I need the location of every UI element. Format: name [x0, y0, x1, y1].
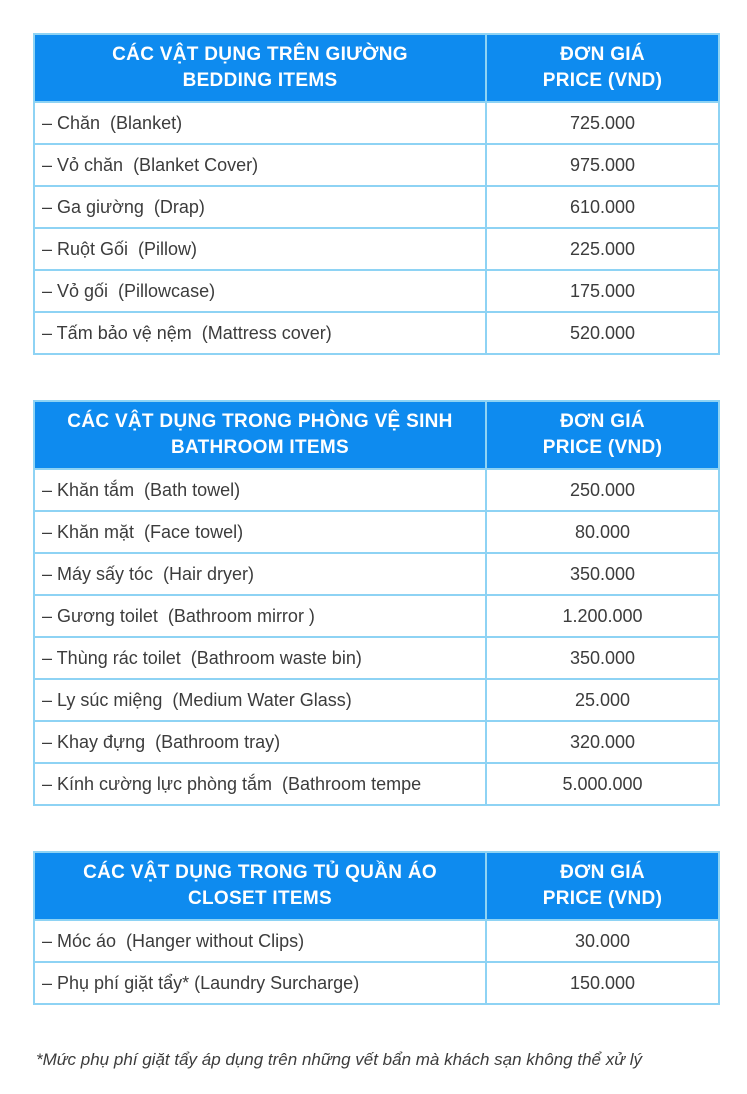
item-cell: – Vỏ gối (Pillowcase): [33, 269, 487, 313]
price-cell: 350.000: [485, 552, 720, 596]
price-cell: 975.000: [485, 143, 720, 187]
item-cell: – Phụ phí giặt tẩy* (Laundry Surcharge): [33, 961, 487, 1005]
price-cell: 80.000: [485, 510, 720, 554]
table-row: – Khăn mặt (Face towel) 80.000: [33, 510, 720, 554]
table-row: – Khay đựng (Bathroom tray) 320.000: [33, 720, 720, 764]
price-cell: 320.000: [485, 720, 720, 764]
table-header-items: CÁC VẬT DỤNG TRONG PHÒNG VỆ SINH BATHROO…: [33, 400, 487, 470]
table-header-items: CÁC VẬT DỤNG TRONG TỦ QUẦN ÁO CLOSET ITE…: [33, 851, 487, 921]
table-header-title-vi: CÁC VẬT DỤNG TRÊN GIƯỜNG: [112, 44, 408, 65]
item-cell: – Ly súc miệng (Medium Water Glass): [33, 678, 487, 722]
price-cell: 350.000: [485, 636, 720, 680]
table-row: – Ga giường (Drap) 610.000: [33, 185, 720, 229]
price-cell: 610.000: [485, 185, 720, 229]
table-row: – Phụ phí giặt tẩy* (Laundry Surcharge) …: [33, 961, 720, 1005]
tables-container: CÁC VẬT DỤNG TRÊN GIƯỜNG BEDDING ITEMS Đ…: [33, 33, 747, 1005]
table-body: – Chăn (Blanket) 725.000 – Vỏ chăn (Blan…: [33, 101, 720, 355]
table-row: – Vỏ gối (Pillowcase) 175.000: [33, 269, 720, 313]
price-cell: 30.000: [485, 919, 720, 963]
table-row: – Máy sấy tóc (Hair dryer) 350.000: [33, 552, 720, 596]
table-header-price-vi: ĐƠN GIÁ: [560, 411, 645, 432]
item-cell: – Kính cường lực phòng tắm (Bathroom tem…: [33, 762, 487, 806]
table-header-price-en: PRICE (VND): [542, 888, 663, 909]
item-cell: – Tấm bảo vệ nệm (Mattress cover): [33, 311, 487, 355]
price-cell: 25.000: [485, 678, 720, 722]
item-cell: – Ruột Gối (Pillow): [33, 227, 487, 271]
table-header-row: CÁC VẬT DỤNG TRONG TỦ QUẦN ÁO CLOSET ITE…: [33, 851, 720, 921]
price-cell: 1.200.000: [485, 594, 720, 638]
item-cell: – Máy sấy tóc (Hair dryer): [33, 552, 487, 596]
price-table: CÁC VẬT DỤNG TRÊN GIƯỜNG BEDDING ITEMS Đ…: [33, 33, 720, 355]
table-row: – Gương toilet (Bathroom mirror ) 1.200.…: [33, 594, 720, 638]
item-cell: – Vỏ chăn (Blanket Cover): [33, 143, 487, 187]
price-cell: 725.000: [485, 101, 720, 145]
table-header-title-en: CLOSET ITEMS: [188, 888, 332, 909]
price-cell: 5.000.000: [485, 762, 720, 806]
item-cell: – Móc áo (Hanger without Clips): [33, 919, 487, 963]
table-header-items: CÁC VẬT DỤNG TRÊN GIƯỜNG BEDDING ITEMS: [33, 33, 487, 103]
table-row: – Chăn (Blanket) 725.000: [33, 101, 720, 145]
table-row: – Kính cường lực phòng tắm (Bathroom tem…: [33, 762, 720, 806]
table-row: – Thùng rác toilet (Bathroom waste bin) …: [33, 636, 720, 680]
price-cell: 225.000: [485, 227, 720, 271]
table-row: – Móc áo (Hanger without Clips) 30.000: [33, 919, 720, 963]
item-cell: – Chăn (Blanket): [33, 101, 487, 145]
table-row: – Tấm bảo vệ nệm (Mattress cover) 520.00…: [33, 311, 720, 355]
item-cell: – Khay đựng (Bathroom tray): [33, 720, 487, 764]
table-header-title-vi: CÁC VẬT DỤNG TRONG TỦ QUẦN ÁO: [83, 862, 437, 883]
item-cell: – Gương toilet (Bathroom mirror ): [33, 594, 487, 638]
table-header-title-vi: CÁC VẬT DỤNG TRONG PHÒNG VỆ SINH: [67, 411, 453, 432]
table-body: – Móc áo (Hanger without Clips) 30.000 –…: [33, 919, 720, 1005]
table-row: – Khăn tắm (Bath towel) 250.000: [33, 468, 720, 512]
price-cell: 175.000: [485, 269, 720, 313]
price-cell: 150.000: [485, 961, 720, 1005]
table-header-price-vi: ĐƠN GIÁ: [560, 44, 645, 65]
price-table: CÁC VẬT DỤNG TRONG PHÒNG VỆ SINH BATHROO…: [33, 400, 720, 806]
item-cell: – Thùng rác toilet (Bathroom waste bin): [33, 636, 487, 680]
table-header-price: ĐƠN GIÁ PRICE (VND): [485, 400, 720, 470]
table-header-title-en: BEDDING ITEMS: [182, 70, 338, 91]
table-row: – Ruột Gối (Pillow) 225.000: [33, 227, 720, 271]
item-cell: – Khăn tắm (Bath towel): [33, 468, 487, 512]
price-list-page: CÁC VẬT DỤNG TRÊN GIƯỜNG BEDDING ITEMS Đ…: [33, 33, 747, 1069]
table-header-price-en: PRICE (VND): [542, 70, 663, 91]
table-header-price-en: PRICE (VND): [542, 437, 663, 458]
price-table: CÁC VẬT DỤNG TRONG TỦ QUẦN ÁO CLOSET ITE…: [33, 851, 720, 1005]
table-header-title-en: BATHROOM ITEMS: [170, 437, 349, 458]
table-header-row: CÁC VẬT DỤNG TRONG PHÒNG VỆ SINH BATHROO…: [33, 400, 720, 470]
price-cell: 520.000: [485, 311, 720, 355]
price-cell: 250.000: [485, 468, 720, 512]
table-header-price: ĐƠN GIÁ PRICE (VND): [485, 851, 720, 921]
table-row: – Ly súc miệng (Medium Water Glass) 25.0…: [33, 678, 720, 722]
item-cell: – Ga giường (Drap): [33, 185, 487, 229]
table-row: – Vỏ chăn (Blanket Cover) 975.000: [33, 143, 720, 187]
table-header-price-vi: ĐƠN GIÁ: [560, 862, 645, 883]
table-body: – Khăn tắm (Bath towel) 250.000 – Khăn m…: [33, 468, 720, 806]
laundry-surcharge-footnote: *Mức phụ phí giặt tẩy áp dụng trên những…: [36, 1050, 642, 1069]
item-cell: – Khăn mặt (Face towel): [33, 510, 487, 554]
table-header-row: CÁC VẬT DỤNG TRÊN GIƯỜNG BEDDING ITEMS Đ…: [33, 33, 720, 103]
table-header-price: ĐƠN GIÁ PRICE (VND): [485, 33, 720, 103]
